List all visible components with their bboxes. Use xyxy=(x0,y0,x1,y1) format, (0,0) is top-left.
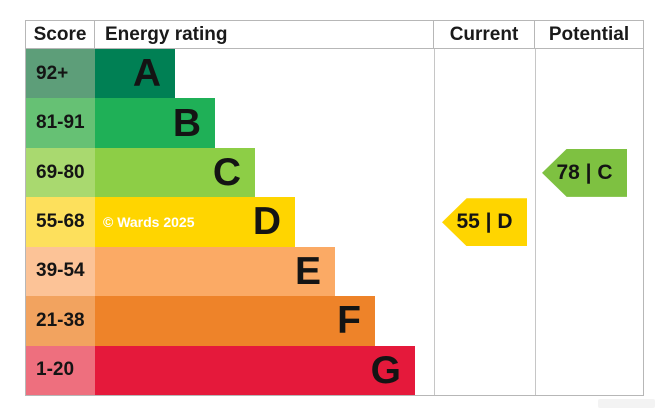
band-row-g: 1-20 G xyxy=(26,345,643,395)
band-row-f: 21-38 F xyxy=(26,296,643,346)
current-rating-label: 55 | D xyxy=(456,210,513,234)
band-row-e: 39-54 E xyxy=(26,246,643,297)
potential-rating-label: 78 | C xyxy=(556,160,613,184)
band-bar-f: F xyxy=(95,296,375,346)
score-range-c: 69-80 xyxy=(26,147,95,198)
score-range-b: 81-91 xyxy=(26,98,95,148)
rating-bands-area: 92+ A 81-91 B 69-80 C 78 | C 55-68 © War… xyxy=(26,49,643,395)
score-range-e: 39-54 xyxy=(26,246,95,297)
band-letter-g: G xyxy=(370,348,401,392)
band-bar-g: G xyxy=(95,345,415,395)
epc-rating-table: Score Energy rating Current Potential 92… xyxy=(25,20,644,396)
band-letter-c: C xyxy=(212,151,241,195)
band-letter-a: A xyxy=(132,52,161,96)
current-rating-arrow: 55 | D xyxy=(442,198,527,247)
header-energy-rating: Energy rating xyxy=(95,21,434,48)
band-letter-d: D xyxy=(252,200,281,244)
faint-corner-watermark xyxy=(598,399,655,408)
band-row-a: 92+ A xyxy=(26,49,643,99)
wards-copyright-watermark: © Wards 2025 xyxy=(103,213,195,230)
header-current: Current xyxy=(434,21,535,48)
band-bar-a: A xyxy=(95,49,175,99)
score-range-d: 55-68 xyxy=(26,197,95,247)
column-divider-potential xyxy=(535,49,536,395)
band-letter-f: F xyxy=(337,299,361,343)
band-row-b: 81-91 B xyxy=(26,98,643,148)
band-bar-e: E xyxy=(95,246,335,297)
potential-rating-arrow: 78 | C xyxy=(542,148,627,197)
score-range-a: 92+ xyxy=(26,49,95,99)
band-row-c: 69-80 C 78 | C xyxy=(26,147,643,198)
table-header-row: Score Energy rating Current Potential xyxy=(26,21,643,49)
band-bar-c: C xyxy=(95,147,255,198)
band-letter-e: E xyxy=(294,249,321,293)
score-range-g: 1-20 xyxy=(26,345,95,395)
band-bar-d: © Wards 2025 D xyxy=(95,197,295,247)
band-bar-b: B xyxy=(95,98,215,148)
column-divider-current xyxy=(434,49,435,395)
header-potential: Potential xyxy=(548,23,630,45)
header-score: Score xyxy=(26,21,95,48)
score-range-f: 21-38 xyxy=(26,296,95,346)
band-row-d: 55-68 © Wards 2025 D 55 | D xyxy=(26,197,643,247)
band-letter-b: B xyxy=(172,101,201,145)
